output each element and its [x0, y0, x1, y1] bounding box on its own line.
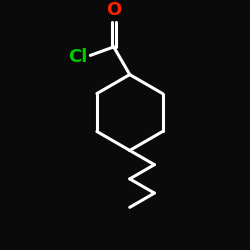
- Text: Cl: Cl: [68, 48, 88, 66]
- Text: O: O: [106, 1, 121, 19]
